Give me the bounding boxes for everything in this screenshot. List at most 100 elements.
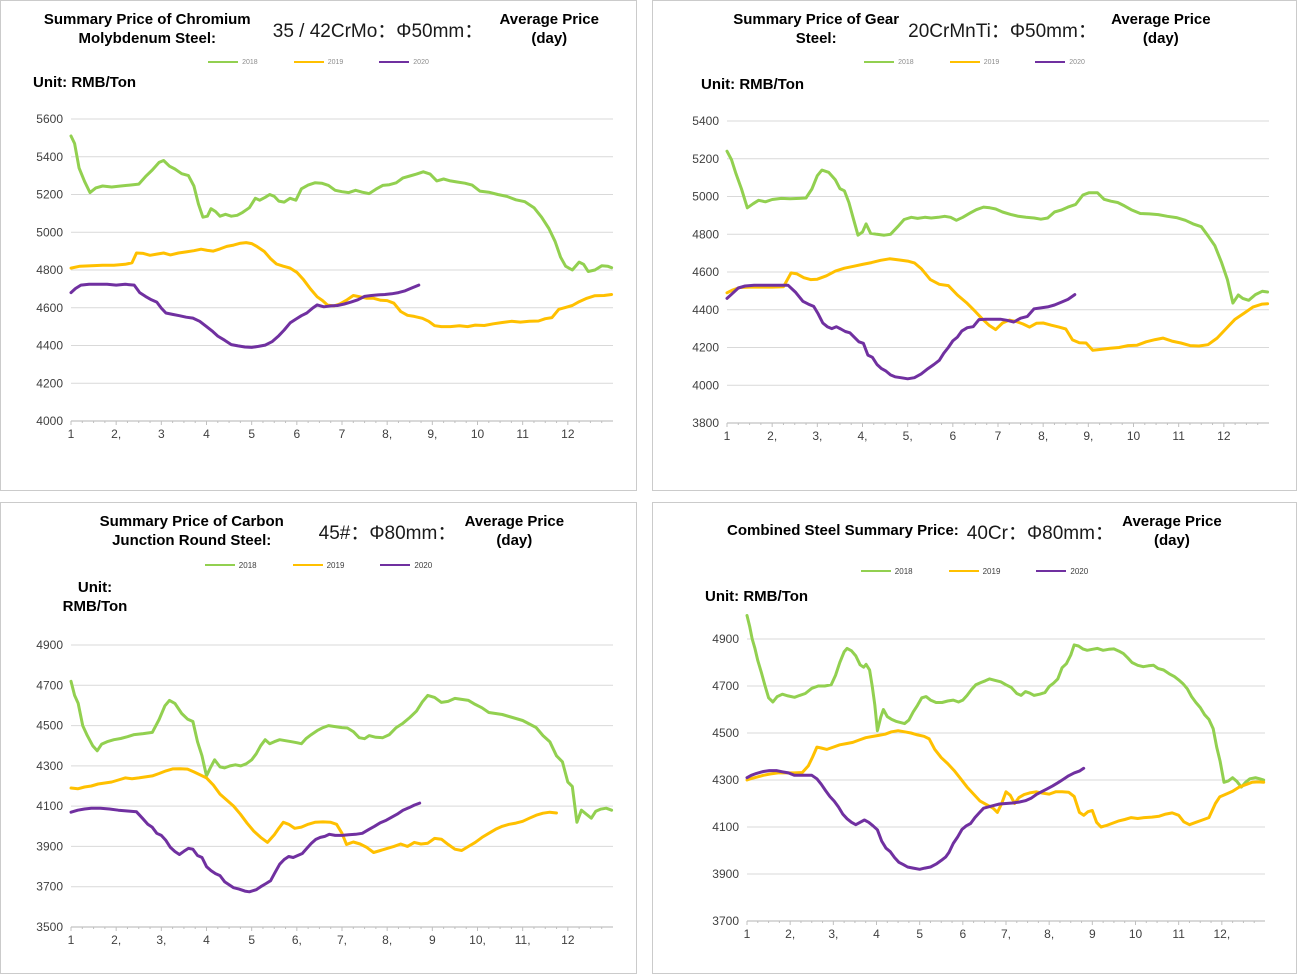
legend-line-2019 [948, 570, 979, 572]
chart-title-name: Summary Price of Chromium Molybdenum Ste… [43, 11, 251, 47]
legend-label-2019: 2019 [982, 566, 1001, 576]
svg-text:4: 4 [873, 927, 880, 941]
legend-item-2019: 2019 [948, 566, 1001, 576]
svg-text:3900: 3900 [712, 867, 739, 881]
price-line-chart: 3800 4000 4200 4400 4600 4800 5000 5200 5400 1 2, 3… [692, 114, 1270, 443]
svg-text:3700: 3700 [36, 879, 63, 893]
svg-text:3,: 3, [828, 927, 838, 941]
svg-text:4700: 4700 [712, 679, 739, 693]
svg-text:9,: 9, [1083, 429, 1093, 443]
svg-text:3500: 3500 [36, 920, 63, 934]
svg-text:3: 3 [158, 427, 165, 441]
svg-text:5000: 5000 [36, 225, 63, 239]
svg-text:3700: 3700 [712, 914, 739, 928]
svg-text:5400: 5400 [692, 114, 719, 128]
panel-chromium-molybdenum-steel: Summary Price of Chromium Molybdenum Ste… [0, 0, 637, 491]
chart-title: Summary Price of Chromium Molybdenum Ste… [7, 11, 630, 49]
legend-line-2018 [208, 61, 239, 63]
unit-label: Unit: RMB/Ton [705, 587, 809, 605]
unit-label: Unit: RMB/Ton [62, 578, 128, 616]
svg-text:1: 1 [68, 427, 75, 441]
legend-item-2020: 2020 [379, 59, 429, 66]
svg-text:3,: 3, [156, 933, 166, 947]
legend-item-2019: 2019 [949, 58, 1000, 66]
svg-text:4500: 4500 [36, 718, 63, 732]
svg-text:5400: 5400 [36, 149, 63, 163]
svg-text:5,: 5, [903, 429, 913, 443]
svg-text:4100: 4100 [712, 820, 739, 834]
legend-label-2019: 2019 [327, 58, 344, 66]
svg-text:4000: 4000 [36, 414, 63, 428]
legend-label-2020: 2020 [1069, 58, 1085, 66]
chart-legend: 2018 2019 2020 [7, 59, 630, 66]
legend-item-2018: 2018 [860, 567, 913, 576]
svg-text:5: 5 [248, 933, 255, 947]
svg-text:8,: 8, [382, 427, 392, 441]
svg-text:11: 11 [516, 427, 529, 441]
svg-text:3900: 3900 [36, 839, 63, 853]
panel-gear-steel: Summary Price of Gear Steel: 20CrMnTi：Φ5… [652, 0, 1297, 491]
legend-label-2018: 2018 [898, 58, 914, 66]
price-line-chart: 3500 3700 3900 4100 4300 4500 4700 4900 1 2, 3, 4 5 6… [36, 638, 614, 947]
svg-text:4: 4 [203, 427, 210, 441]
chart-title-spec: 45#：Φ80mm： [318, 523, 457, 545]
svg-text:5: 5 [916, 927, 923, 941]
svg-text:3800: 3800 [692, 416, 719, 430]
legend-item-2020: 2020 [1035, 59, 1085, 66]
legend-label-2019: 2019 [983, 58, 1000, 66]
svg-text:11,: 11, [515, 933, 531, 947]
svg-text:1: 1 [744, 927, 751, 941]
svg-text:10: 10 [1129, 927, 1143, 941]
svg-text:6: 6 [959, 927, 966, 941]
svg-text:4900: 4900 [36, 638, 63, 652]
svg-text:9: 9 [429, 933, 436, 947]
chart-title-name: Summary Price of Gear Steel: [733, 11, 900, 47]
svg-text:2,: 2, [785, 927, 795, 941]
legend-label-2020: 2020 [1070, 566, 1089, 576]
svg-text:3,: 3, [812, 429, 822, 443]
svg-text:9: 9 [1089, 927, 1096, 941]
chart-title-suffix: Average Price (day) [464, 513, 565, 549]
svg-text:12: 12 [561, 427, 575, 441]
legend-line-2020 [380, 564, 411, 566]
svg-text:8,: 8, [1044, 927, 1054, 941]
legend-line-2020 [1036, 570, 1067, 572]
legend-item-2019: 2019 [293, 58, 344, 66]
svg-text:5600: 5600 [36, 112, 63, 126]
svg-text:2,: 2, [767, 429, 777, 443]
svg-text:5: 5 [248, 427, 255, 441]
legend-line-2018 [204, 564, 235, 566]
svg-text:10,: 10, [469, 933, 486, 947]
svg-text:7,: 7, [1001, 927, 1011, 941]
svg-text:4200: 4200 [36, 376, 63, 390]
legend-line-2018 [860, 570, 891, 572]
svg-text:9,: 9, [427, 427, 437, 441]
svg-text:11: 11 [1172, 429, 1185, 443]
svg-text:5000: 5000 [692, 189, 719, 203]
svg-text:4200: 4200 [692, 340, 719, 354]
legend-item-2020: 2020 [380, 561, 432, 570]
svg-text:6: 6 [293, 427, 300, 441]
legend-line-2020 [1035, 61, 1066, 63]
chart-title-name: Summary Price of Carbon Junction Round S… [99, 513, 284, 549]
panel-combined-steel: Combined Steel Summary Price: 40Cr：Φ80mm… [652, 502, 1297, 974]
chart-title-name: Combined Steel Summary Price: [727, 522, 959, 540]
svg-text:2,: 2, [111, 933, 121, 947]
legend-item-2018: 2018 [204, 561, 257, 570]
svg-text:12,: 12, [1213, 927, 1230, 941]
unit-label: Unit: RMB/Ton [33, 73, 137, 91]
legend-line-2019 [293, 61, 324, 63]
chart-title-suffix: Average Price (day) [499, 11, 599, 47]
svg-text:4600: 4600 [692, 265, 719, 279]
svg-text:4700: 4700 [36, 678, 63, 692]
svg-text:12: 12 [1217, 429, 1231, 443]
chart-title-suffix: Average Price (day) [1111, 11, 1211, 47]
svg-text:2,: 2, [111, 427, 121, 441]
svg-text:12: 12 [561, 933, 575, 947]
svg-text:4600: 4600 [36, 300, 63, 314]
legend-line-2020 [379, 61, 410, 63]
chart-title-spec: 20CrMnTi：Φ50mm： [908, 21, 1097, 43]
svg-text:7,: 7, [337, 933, 347, 947]
